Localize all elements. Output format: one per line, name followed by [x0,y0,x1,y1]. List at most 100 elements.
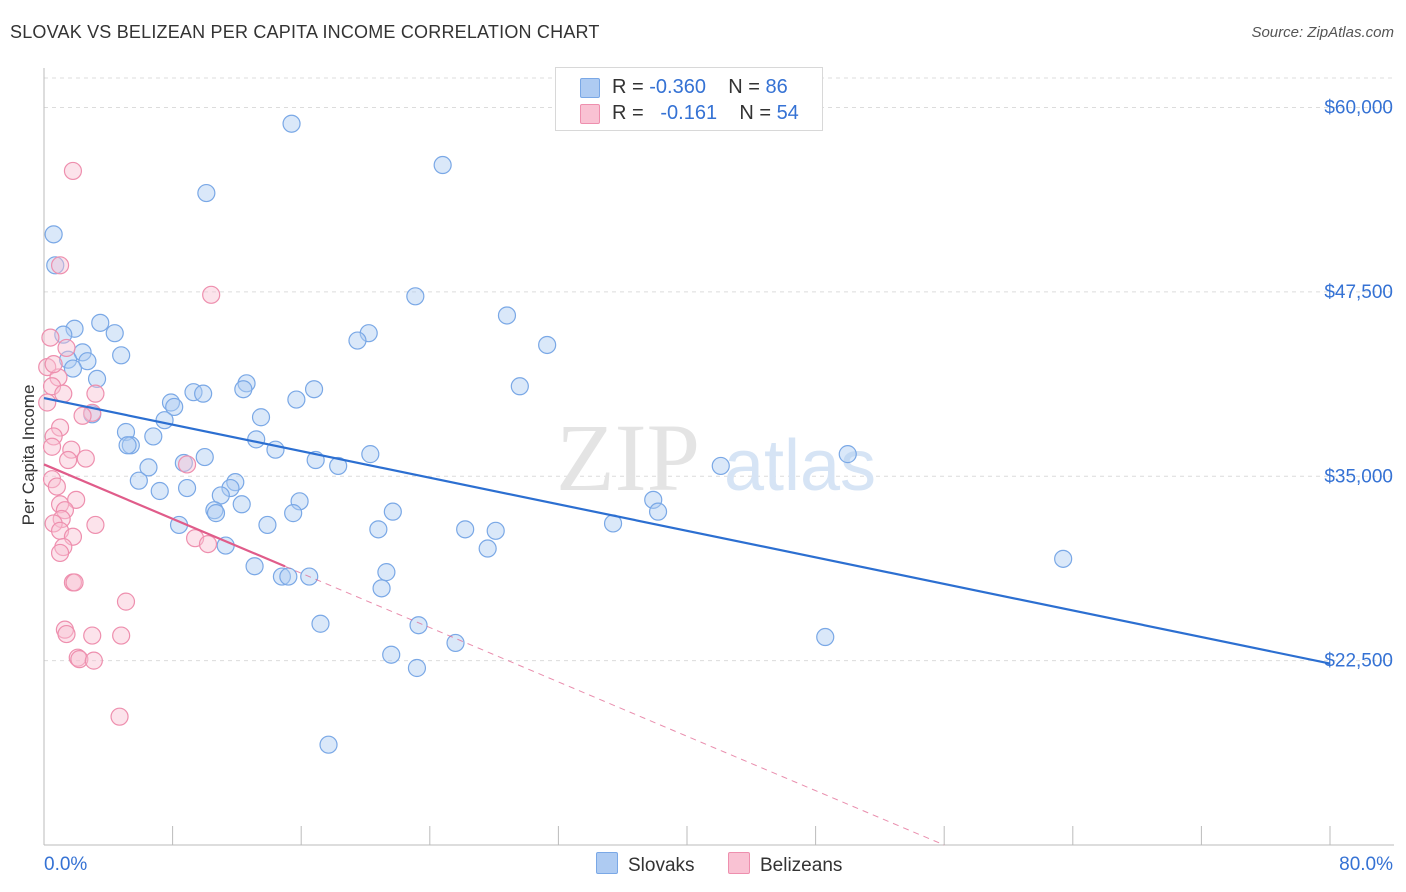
point-slovaks [446,633,465,653]
legend-swatch-slovaks [580,78,600,98]
point-slovaks [304,380,324,399]
point-slovaks [232,495,251,514]
point-slovaks [44,225,63,244]
point-slovaks [205,501,224,520]
point-belizeans [177,455,197,474]
point-belizeans [50,495,70,514]
legend-n-value: 54 [776,102,799,124]
point-slovaks [838,445,857,464]
legend-n-label: N = [739,102,771,124]
point-belizeans [44,514,63,533]
point-slovaks [409,616,428,635]
point-slovaks [329,456,348,476]
point-slovaks [282,114,301,133]
point-slovaks [478,539,497,558]
trend-line-belizeans [43,463,286,568]
point-slovaks [91,313,110,332]
trend-extension-belizeans [284,565,945,846]
point-slovaks [194,384,213,403]
point-belizeans [70,650,89,669]
bottom-legend-swatch-belizeans [728,852,750,874]
point-slovaks [538,335,557,355]
point-slovaks [78,352,97,371]
point-belizeans [50,543,70,563]
legend-r-label: R = [612,102,644,124]
legend-n-label: N = [728,76,760,98]
point-belizeans [198,534,218,554]
y-tick-label: $60,000 [1324,98,1393,119]
point-slovaks [287,390,306,409]
y-tick-label: $22,500 [1324,651,1393,672]
bottom-legend-slovaks: Slovaks [596,852,695,877]
bottom-legend-swatch-slovaks [596,852,618,874]
point-belizeans [65,573,84,592]
bottom-legend-belizeans: Belizeans [728,852,842,877]
bottom-legend-label: Slovaks [628,855,695,876]
point-slovaks [221,478,240,498]
point-slovaks [144,427,163,446]
point-slovaks [279,567,298,586]
trend-layer [43,396,1331,846]
x-tick-label: 0.0% [44,854,87,875]
point-slovaks [456,520,475,539]
point-belizeans [86,515,105,535]
point-slovaks [247,430,266,449]
point-belizeans [47,477,66,496]
point-slovaks [361,445,380,464]
point-slovaks [816,627,835,647]
point-belizeans [63,161,83,181]
point-slovaks [383,502,402,521]
point-slovaks [433,155,452,175]
point-slovaks [382,645,401,664]
chart-title: SLOVAK VS BELIZEAN PER CAPITA INCOME COR… [10,22,600,42]
point-slovaks [206,504,226,523]
point-slovaks [105,324,124,343]
y-tick-label: $35,000 [1324,466,1393,487]
legend-n-value: 86 [765,76,788,98]
watermark: ZIP atlas [556,404,876,511]
point-belizeans [54,384,73,403]
point-belizeans [44,355,63,374]
point-slovaks [87,369,107,388]
point-belizeans [57,338,76,358]
point-slovaks [177,478,197,498]
point-slovaks [63,359,83,378]
point-slovaks [486,521,505,540]
point-belizeans [62,440,81,459]
point-belizeans [50,256,70,275]
point-slovaks [359,324,378,343]
point-slovaks [112,346,131,365]
point-slovaks [644,490,663,509]
x-tick-label: 80.0% [1339,854,1393,875]
point-slovaks [272,567,292,586]
point-slovaks [165,397,184,417]
point-slovaks [184,383,203,402]
point-slovaks [497,306,517,325]
point-slovaks [407,658,427,678]
point-belizeans [59,450,78,470]
point-belizeans [57,624,76,644]
legend-swatch-belizeans [580,104,600,124]
point-slovaks [155,411,174,430]
point-slovaks [369,520,388,539]
legend-r-value: -0.360 [649,76,706,98]
point-slovaks [129,471,148,490]
point-slovaks [319,735,338,754]
trend-line-slovaks [43,396,1331,665]
point-belizeans [112,626,131,645]
point-layer [38,114,1073,754]
point-slovaks [1054,549,1073,568]
point-slovaks [510,377,529,396]
point-belizeans [86,384,105,403]
point-slovaks [311,614,330,633]
point-slovaks [372,579,391,598]
point-slovaks [197,183,216,203]
point-belizeans [38,393,57,412]
watermark-atlas: atlas [724,426,876,506]
point-slovaks [226,473,245,492]
point-belizeans [41,328,60,347]
point-slovaks [245,557,264,576]
y-axis-label: Per Capita Income [19,385,38,526]
point-slovaks [139,458,158,477]
